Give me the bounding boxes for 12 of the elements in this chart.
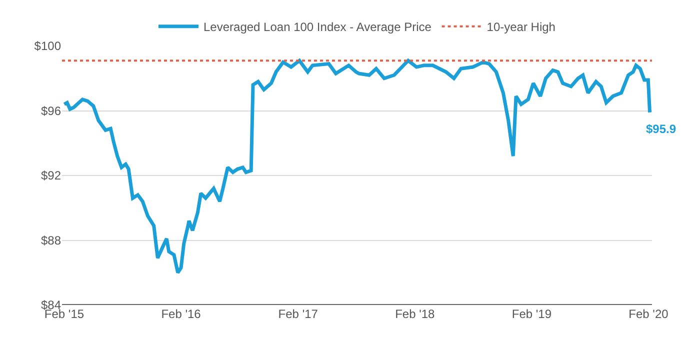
y-tick-label: $92 [40, 168, 62, 183]
legend-label: Leveraged Loan 100 Index - Average Price [204, 20, 432, 34]
annotation: $95.9 [646, 122, 676, 136]
y-tick-label: $96 [40, 104, 62, 118]
x-tick-label: Feb '16 [161, 307, 202, 321]
x-tick-label: Feb '18 [395, 307, 436, 321]
y-tick-label: $88 [40, 233, 62, 248]
x-tick-label: Feb '20 [628, 307, 669, 321]
legend-label: 10-year High [486, 20, 556, 34]
x-tick-label: Feb '19 [512, 307, 552, 321]
x-tick-label: Feb '17 [278, 307, 318, 321]
y-tick-label: $100 [34, 39, 62, 54]
